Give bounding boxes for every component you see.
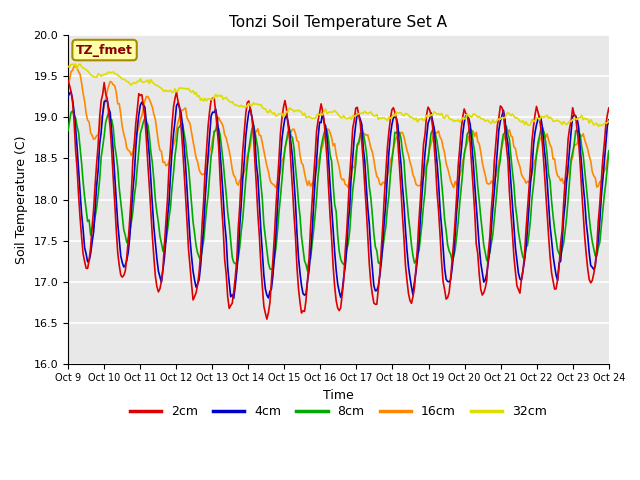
16cm: [450, 185, 458, 191]
2cm: [64, 78, 72, 84]
32cm: [577, 115, 584, 120]
2cm: [243, 100, 251, 106]
4cm: [230, 295, 237, 301]
Line: 4cm: 4cm: [68, 92, 609, 298]
8cm: [132, 182, 140, 188]
Line: 16cm: 16cm: [68, 66, 609, 188]
4cm: [304, 278, 312, 284]
8cm: [605, 148, 612, 154]
4cm: [132, 145, 140, 151]
8cm: [245, 146, 253, 152]
Line: 2cm: 2cm: [68, 81, 609, 319]
4cm: [227, 294, 234, 300]
32cm: [64, 63, 72, 69]
16cm: [245, 149, 253, 155]
2cm: [263, 316, 271, 322]
4cm: [64, 94, 72, 99]
32cm: [245, 100, 253, 106]
16cm: [132, 137, 140, 143]
4cm: [246, 106, 254, 111]
32cm: [595, 123, 602, 129]
2cm: [253, 182, 260, 188]
2cm: [302, 297, 310, 303]
32cm: [76, 61, 84, 67]
4cm: [255, 201, 263, 206]
8cm: [254, 146, 262, 152]
2cm: [605, 105, 612, 111]
16cm: [64, 84, 72, 90]
16cm: [227, 156, 234, 162]
X-axis label: Time: Time: [323, 389, 354, 402]
2cm: [131, 141, 138, 146]
8cm: [68, 108, 76, 114]
8cm: [302, 262, 310, 268]
32cm: [227, 100, 234, 106]
16cm: [605, 148, 612, 154]
8cm: [227, 238, 234, 244]
16cm: [302, 178, 310, 183]
32cm: [302, 115, 310, 120]
4cm: [578, 163, 586, 169]
Line: 32cm: 32cm: [68, 64, 609, 126]
8cm: [578, 144, 586, 150]
4cm: [605, 117, 612, 123]
32cm: [132, 81, 140, 86]
Line: 8cm: 8cm: [68, 111, 609, 271]
Text: TZ_fmet: TZ_fmet: [76, 44, 133, 57]
Y-axis label: Soil Temperature (C): Soil Temperature (C): [15, 135, 28, 264]
16cm: [70, 63, 78, 69]
8cm: [304, 268, 312, 274]
8cm: [64, 128, 72, 133]
2cm: [225, 305, 233, 311]
32cm: [254, 101, 262, 107]
4cm: [67, 89, 75, 95]
Title: Tonzi Soil Temperature Set A: Tonzi Soil Temperature Set A: [229, 15, 447, 30]
32cm: [605, 119, 612, 124]
2cm: [577, 161, 584, 167]
16cm: [578, 133, 586, 139]
Legend: 2cm, 4cm, 8cm, 16cm, 32cm: 2cm, 4cm, 8cm, 16cm, 32cm: [125, 400, 552, 423]
16cm: [254, 126, 262, 132]
